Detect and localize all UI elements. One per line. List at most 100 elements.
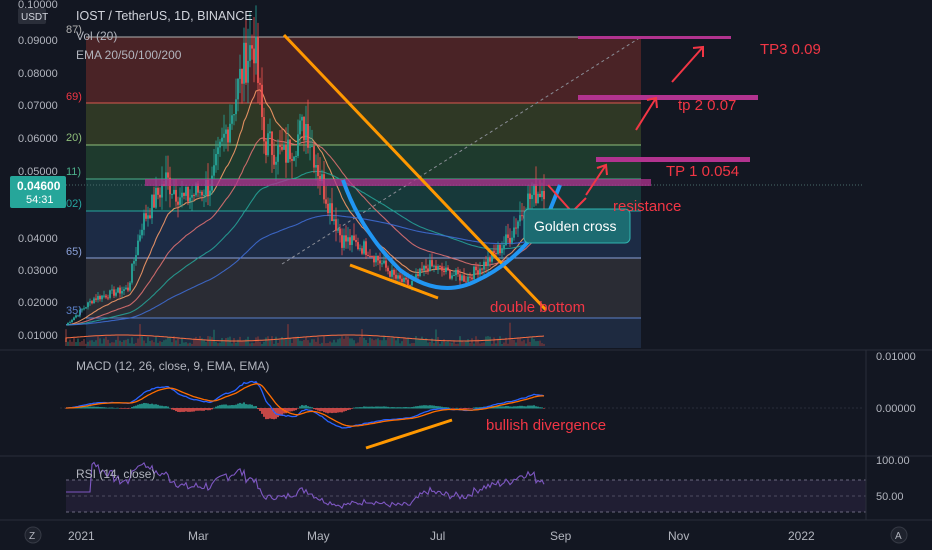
macd-histogram-bar xyxy=(297,408,299,409)
volume-bar xyxy=(299,340,301,346)
tp3-target-bar[interactable] xyxy=(578,36,731,39)
fib-zone-6 xyxy=(86,258,641,318)
macd-histogram-bar xyxy=(259,408,261,411)
candle-body xyxy=(67,322,69,325)
volume-bar xyxy=(189,342,191,346)
volume-bar xyxy=(483,342,485,346)
candle-body xyxy=(173,189,175,194)
volume-bar xyxy=(385,340,387,346)
candle-body xyxy=(325,199,327,204)
macd-histogram-bar xyxy=(309,406,311,409)
price-axis[interactable]: 0.10000 0.09000 0.08000 0.07000 0.06000 … xyxy=(18,0,58,342)
volume-bar xyxy=(193,338,195,346)
candle-body xyxy=(351,235,353,245)
candle-body xyxy=(157,187,159,195)
tp2-target-bar[interactable] xyxy=(578,95,758,100)
candle-body xyxy=(183,192,185,196)
candle-body xyxy=(331,203,333,222)
candle-body xyxy=(135,255,137,262)
macd-histogram-bar xyxy=(453,408,455,409)
macd-histogram-bar xyxy=(507,406,509,409)
volume-bar xyxy=(79,342,81,346)
fib-label: 20) xyxy=(66,132,82,144)
volume-indicator-label[interactable]: Vol (20) xyxy=(76,29,117,43)
divergence-line[interactable] xyxy=(365,418,453,450)
macd-histogram-bar xyxy=(101,407,103,409)
volume-bar xyxy=(495,343,497,346)
macd-title[interactable]: MACD (12, 26, close, 9, EMA, EMA) xyxy=(76,359,269,373)
macd-histogram-bar xyxy=(171,408,173,410)
candle-body xyxy=(97,296,99,300)
candle-body xyxy=(483,261,485,270)
macd-histogram-bar xyxy=(183,408,185,412)
volume-bar xyxy=(411,343,413,346)
macd-histogram-bar xyxy=(335,408,337,413)
macd-histogram-bar xyxy=(513,406,515,409)
macd-histogram-bar xyxy=(301,405,303,409)
bottom-support-line[interactable] xyxy=(349,263,439,300)
ema-200-line xyxy=(66,214,545,326)
zoom-button[interactable] xyxy=(24,526,42,544)
time-tick: May xyxy=(307,529,330,543)
time-tick: Mar xyxy=(188,529,209,543)
macd-histogram-bar xyxy=(307,406,309,409)
volume-bar xyxy=(245,339,247,346)
macd-histogram-bar xyxy=(479,407,481,409)
candle-body xyxy=(73,317,75,321)
candle-body xyxy=(159,194,161,198)
volume-bar xyxy=(277,342,279,346)
candle-body xyxy=(259,82,261,85)
candle-body xyxy=(233,114,235,116)
macd-histogram-bar xyxy=(161,405,163,409)
volume-bar xyxy=(297,336,299,346)
tp3-arrow-head xyxy=(692,45,704,57)
double-bottom-curve[interactable] xyxy=(341,179,562,290)
volume-bar xyxy=(253,343,255,346)
macd-histogram-bar xyxy=(503,406,505,409)
candle-body xyxy=(197,183,199,193)
rsi-tick: 50.00 xyxy=(876,491,904,503)
macd-histogram-bar xyxy=(165,406,167,409)
volume-bar xyxy=(131,337,133,346)
macd-histogram-bar xyxy=(97,406,99,409)
tp1-target-bar[interactable] xyxy=(596,157,750,162)
volume-bar xyxy=(465,341,467,346)
volume-bar xyxy=(113,342,115,346)
macd-histogram-bar xyxy=(235,404,237,409)
macd-histogram-bar xyxy=(365,406,367,409)
macd-histogram-bar xyxy=(459,408,461,409)
candle-body xyxy=(273,154,275,165)
volume-bar xyxy=(87,341,89,346)
volume-bar xyxy=(447,341,449,346)
resistance-zone[interactable] xyxy=(145,179,651,186)
rsi-title[interactable]: RSI (14, close) xyxy=(76,467,155,481)
macd-histogram-bar xyxy=(357,407,359,409)
fib-zone-3 xyxy=(86,145,641,179)
macd-histogram-bar xyxy=(293,408,295,411)
candle-body xyxy=(195,183,197,196)
macd-histogram-bar xyxy=(461,408,463,409)
volume-bar xyxy=(359,336,361,346)
volume-bar xyxy=(145,343,147,346)
volume-bar xyxy=(83,339,85,346)
auto-scale-button[interactable] xyxy=(890,526,908,544)
macd-histogram-bar xyxy=(533,405,535,409)
tp3-arrow xyxy=(671,46,704,83)
candle-body xyxy=(355,240,357,243)
volume-bar xyxy=(339,338,341,346)
candle-body xyxy=(243,42,245,84)
macd-histogram-bar xyxy=(359,407,361,409)
candle-body xyxy=(405,277,407,280)
candle-body xyxy=(473,266,475,280)
candle-body xyxy=(487,257,489,266)
time-axis[interactable]: 2021 Mar May Jul Sep Nov 2022 xyxy=(68,529,815,543)
currency-badge[interactable] xyxy=(18,8,46,24)
volume-bar xyxy=(211,337,213,346)
volume-bar xyxy=(97,336,99,346)
candle-body xyxy=(345,235,347,242)
golden-cross-callout[interactable] xyxy=(523,208,631,244)
candle-body xyxy=(327,203,329,214)
macd-histogram-bar xyxy=(179,408,181,413)
ema-indicator-label[interactable]: EMA 20/50/100/200 xyxy=(76,48,182,62)
